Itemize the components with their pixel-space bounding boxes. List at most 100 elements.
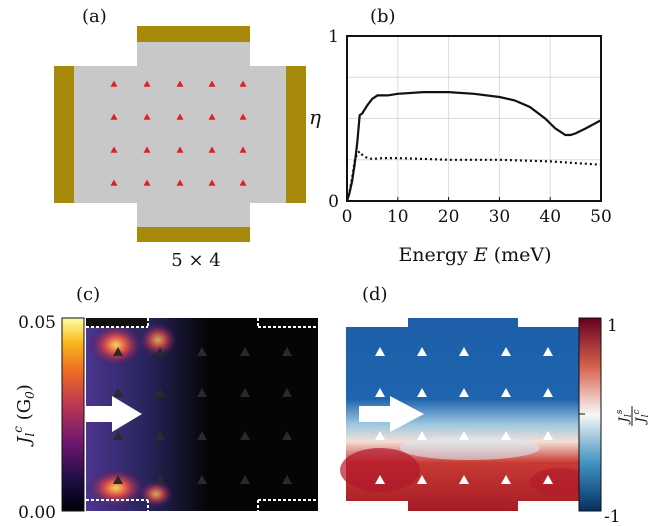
map-red-blob-2 <box>530 468 590 496</box>
impurity-marker <box>543 431 553 440</box>
impurity-marker <box>543 347 553 356</box>
impurity-marker <box>155 431 165 440</box>
impurity-marker <box>239 113 247 120</box>
impurity-marker <box>240 388 250 397</box>
impurity-marker <box>239 179 247 186</box>
impurity-marker <box>110 113 118 120</box>
lead-cut-d-tl <box>346 318 408 327</box>
impurity-marker <box>459 475 469 484</box>
panel-b-label: (b) <box>370 6 396 27</box>
impurity-marker <box>143 113 151 120</box>
impurity-marker <box>176 113 184 120</box>
impurity-array-c <box>113 347 292 484</box>
impurity-marker <box>208 179 216 186</box>
x-tick-label: 0 <box>342 207 353 227</box>
hotspot-bottom-right <box>138 480 174 508</box>
panel-b: (b) 0 10 20 30 40 50 0 1 Energy E (meV) η <box>309 6 612 266</box>
impurity-marker <box>239 80 247 87</box>
lead-top <box>137 26 250 42</box>
x-tick-label: 30 <box>489 207 511 227</box>
impurity-marker <box>110 80 118 87</box>
impurity-marker <box>240 431 250 440</box>
x-tick-label: 50 <box>590 207 612 227</box>
colorbar-c-min: 0.00 <box>18 503 56 523</box>
impurity-marker <box>417 347 427 356</box>
x-axis-label: Energy E (meV) <box>398 244 551 266</box>
hotspot-bottom-left <box>86 468 146 508</box>
impurity-marker <box>240 347 250 356</box>
impurity-marker <box>417 475 427 484</box>
impurity-marker <box>113 431 123 440</box>
map-white-band <box>400 436 540 460</box>
impurity-marker <box>459 347 469 356</box>
colorbar-d-label: Jls Jlc <box>615 406 651 426</box>
impurity-marker <box>282 475 292 484</box>
colorbar-d-max: 1 <box>607 316 618 336</box>
colorbar-d-min: -1 <box>604 507 621 526</box>
panel-a-label: (a) <box>82 6 107 27</box>
impurity-marker <box>282 347 292 356</box>
lead-cut-d-br <box>518 501 579 511</box>
impurity-marker <box>417 388 427 397</box>
impurity-marker <box>375 475 385 484</box>
impurity-marker <box>208 146 216 153</box>
impurity-marker <box>197 347 207 356</box>
x-tick-label: 10 <box>387 207 409 227</box>
impurity-marker <box>375 347 385 356</box>
impurity-marker <box>459 388 469 397</box>
lead-cut-d-tr <box>518 318 579 327</box>
series-line-solid <box>345 91 602 202</box>
impurity-marker <box>208 80 216 87</box>
impurity-marker <box>176 146 184 153</box>
y-tick-label: 1 <box>328 27 339 47</box>
impurity-marker <box>282 431 292 440</box>
impurity-marker <box>110 146 118 153</box>
impurity-marker <box>176 179 184 186</box>
panel-a-caption: 5 × 4 <box>171 250 220 271</box>
lead-left <box>54 66 74 203</box>
impurity-marker <box>239 146 247 153</box>
impurity-marker <box>417 431 427 440</box>
impurity-marker <box>208 113 216 120</box>
impurity-array <box>110 80 247 186</box>
svg-text:Jlc: Jlc <box>632 409 651 425</box>
impurity-marker <box>155 475 165 484</box>
impurity-marker <box>197 388 207 397</box>
impurity-marker <box>143 179 151 186</box>
impurity-marker <box>501 431 511 440</box>
hotspot-top-left <box>88 323 144 367</box>
lead-cut-c-tl <box>86 318 148 327</box>
lead-right <box>286 66 306 203</box>
x-tick-label: 40 <box>539 207 561 227</box>
impurity-marker <box>543 388 553 397</box>
current-colorbar <box>61 317 85 512</box>
impurity-marker <box>282 388 292 397</box>
impurity-marker <box>110 179 118 186</box>
efficiency-chart: 0 10 20 30 40 50 0 1 <box>328 27 612 227</box>
impurity-marker <box>501 347 511 356</box>
impurity-marker <box>501 388 511 397</box>
impurity-marker <box>113 347 123 356</box>
panel-d: (d) 1 -1 Jls Jlc <box>340 284 651 526</box>
x-tick-label: 20 <box>438 207 460 227</box>
impurity-marker <box>375 388 385 397</box>
map-red-blob-1 <box>340 448 420 492</box>
panel-a: (a) 5 × 4 <box>54 6 306 271</box>
lead-bottom <box>137 227 250 242</box>
impurity-marker <box>143 80 151 87</box>
impurity-marker <box>176 80 184 87</box>
y-tick-label: 0 <box>328 192 339 212</box>
impurity-marker <box>375 431 385 440</box>
impurity-marker <box>501 475 511 484</box>
spin-current-arrow-icon <box>359 396 424 432</box>
panel-c: (c) 0.05 0.00 Jlc (G0) <box>11 284 318 523</box>
impurity-marker <box>197 475 207 484</box>
impurity-marker <box>459 431 469 440</box>
panel-c-label: (c) <box>76 284 100 305</box>
impurity-marker <box>155 388 165 397</box>
impurity-marker <box>155 347 165 356</box>
impurity-marker <box>113 388 123 397</box>
impurity-marker <box>240 475 250 484</box>
impurity-marker <box>143 146 151 153</box>
plot-frame <box>346 35 602 202</box>
